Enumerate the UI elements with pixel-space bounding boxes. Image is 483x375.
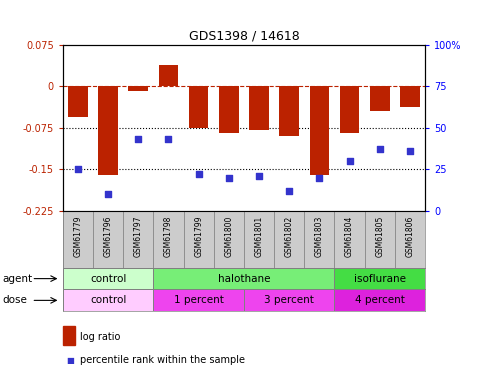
Bar [213, 211, 244, 268]
Bar [340, 87, 359, 134]
Bar [93, 211, 123, 268]
Point [165, 136, 172, 142]
Text: GSM61799: GSM61799 [194, 215, 203, 257]
Bar [128, 87, 148, 91]
Bar [274, 211, 304, 268]
Bar [334, 290, 425, 311]
Bar [244, 211, 274, 268]
Bar [395, 211, 425, 268]
Bar [279, 87, 299, 136]
Bar [219, 87, 239, 134]
Text: GSM61796: GSM61796 [103, 215, 113, 257]
Text: GSM61805: GSM61805 [375, 215, 384, 257]
Point [406, 148, 414, 154]
Point [376, 146, 384, 152]
Text: control: control [90, 296, 126, 305]
Text: GSM61779: GSM61779 [73, 215, 83, 257]
Title: GDS1398 / 14618: GDS1398 / 14618 [188, 30, 299, 42]
Text: GSM61801: GSM61801 [255, 215, 264, 256]
Point [285, 188, 293, 194]
Bar [244, 290, 334, 311]
Bar [63, 211, 93, 268]
Point [195, 171, 202, 177]
Bar [334, 211, 365, 268]
Point [134, 136, 142, 142]
Bar [310, 87, 329, 175]
Bar [184, 211, 213, 268]
Text: GSM61798: GSM61798 [164, 215, 173, 257]
Text: isoflurane: isoflurane [354, 274, 406, 284]
Point [104, 191, 112, 197]
Bar [304, 211, 334, 268]
Text: control: control [90, 274, 126, 284]
Text: halothane: halothane [218, 274, 270, 284]
Text: dose: dose [2, 296, 28, 305]
Text: GSM61806: GSM61806 [405, 215, 414, 257]
Text: 3 percent: 3 percent [264, 296, 314, 305]
Bar [334, 268, 425, 290]
Point [74, 166, 82, 172]
Bar [154, 268, 334, 290]
Text: GSM61802: GSM61802 [284, 215, 294, 256]
Bar [158, 66, 178, 87]
Bar [98, 87, 118, 175]
Text: 1 percent: 1 percent [174, 296, 224, 305]
Bar [189, 87, 209, 128]
Bar [249, 87, 269, 129]
Bar [365, 211, 395, 268]
Bar [123, 211, 154, 268]
Text: log ratio: log ratio [80, 333, 120, 342]
Text: 4 percent: 4 percent [355, 296, 405, 305]
Bar [63, 268, 154, 290]
Point [346, 158, 354, 164]
Text: ■: ■ [67, 356, 74, 364]
Text: agent: agent [2, 274, 32, 284]
Bar [154, 290, 244, 311]
Bar [68, 87, 88, 117]
Point [225, 175, 233, 181]
Text: GSM61803: GSM61803 [315, 215, 324, 257]
Point [315, 175, 323, 181]
Text: GSM61804: GSM61804 [345, 215, 354, 257]
Bar [400, 87, 420, 107]
Bar [370, 87, 390, 111]
Text: GSM61800: GSM61800 [224, 215, 233, 257]
Point [255, 173, 263, 179]
Bar [63, 290, 154, 311]
Bar [154, 211, 184, 268]
Text: percentile rank within the sample: percentile rank within the sample [80, 355, 245, 365]
Text: GSM61797: GSM61797 [134, 215, 143, 257]
